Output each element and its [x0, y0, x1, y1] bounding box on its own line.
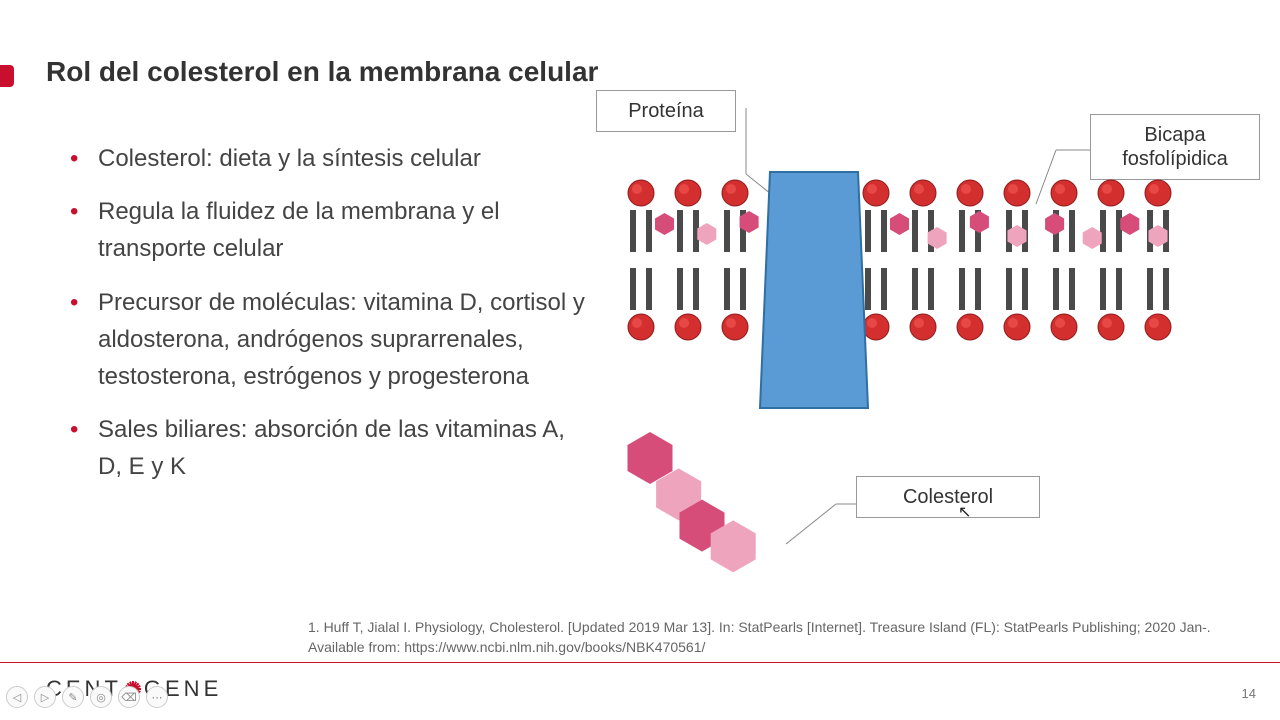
list-item: Sales biliares: absorción de las vitamin…: [70, 411, 590, 485]
membrane-svg: [596, 84, 1266, 604]
list-item: Precursor de moléculas: vitamina D, cort…: [70, 284, 590, 396]
list-item: Colesterol: dieta y la síntesis celular: [70, 140, 590, 177]
laser-button[interactable]: ◎: [90, 686, 112, 708]
pen-button[interactable]: ✎: [62, 686, 84, 708]
list-item: Regula la fluidez de la membrana y el tr…: [70, 193, 590, 267]
more-button[interactable]: ⋯: [146, 686, 168, 708]
prev-button[interactable]: ◁: [6, 686, 28, 708]
reference-text: 1. Huff T, Jialal I. Physiology, Cholest…: [308, 618, 1248, 657]
membrane-diagram: Proteína Bicapa fosfolípidica Colesterol…: [596, 84, 1266, 604]
slide: Rol del colesterol en la membrana celula…: [0, 0, 1280, 720]
erase-button[interactable]: ⌫: [118, 686, 140, 708]
page-title: Rol del colesterol en la membrana celula…: [46, 56, 598, 88]
mouse-cursor-icon: ↖: [958, 502, 971, 522]
footer-divider: [0, 662, 1280, 663]
page-number: 14: [1242, 686, 1256, 701]
bullet-list: Colesterol: dieta y la síntesis celular …: [70, 140, 590, 502]
accent-tab: [0, 65, 14, 87]
presenter-controls: ◁ ▷ ✎ ◎ ⌫ ⋯: [6, 686, 168, 708]
next-button[interactable]: ▷: [34, 686, 56, 708]
